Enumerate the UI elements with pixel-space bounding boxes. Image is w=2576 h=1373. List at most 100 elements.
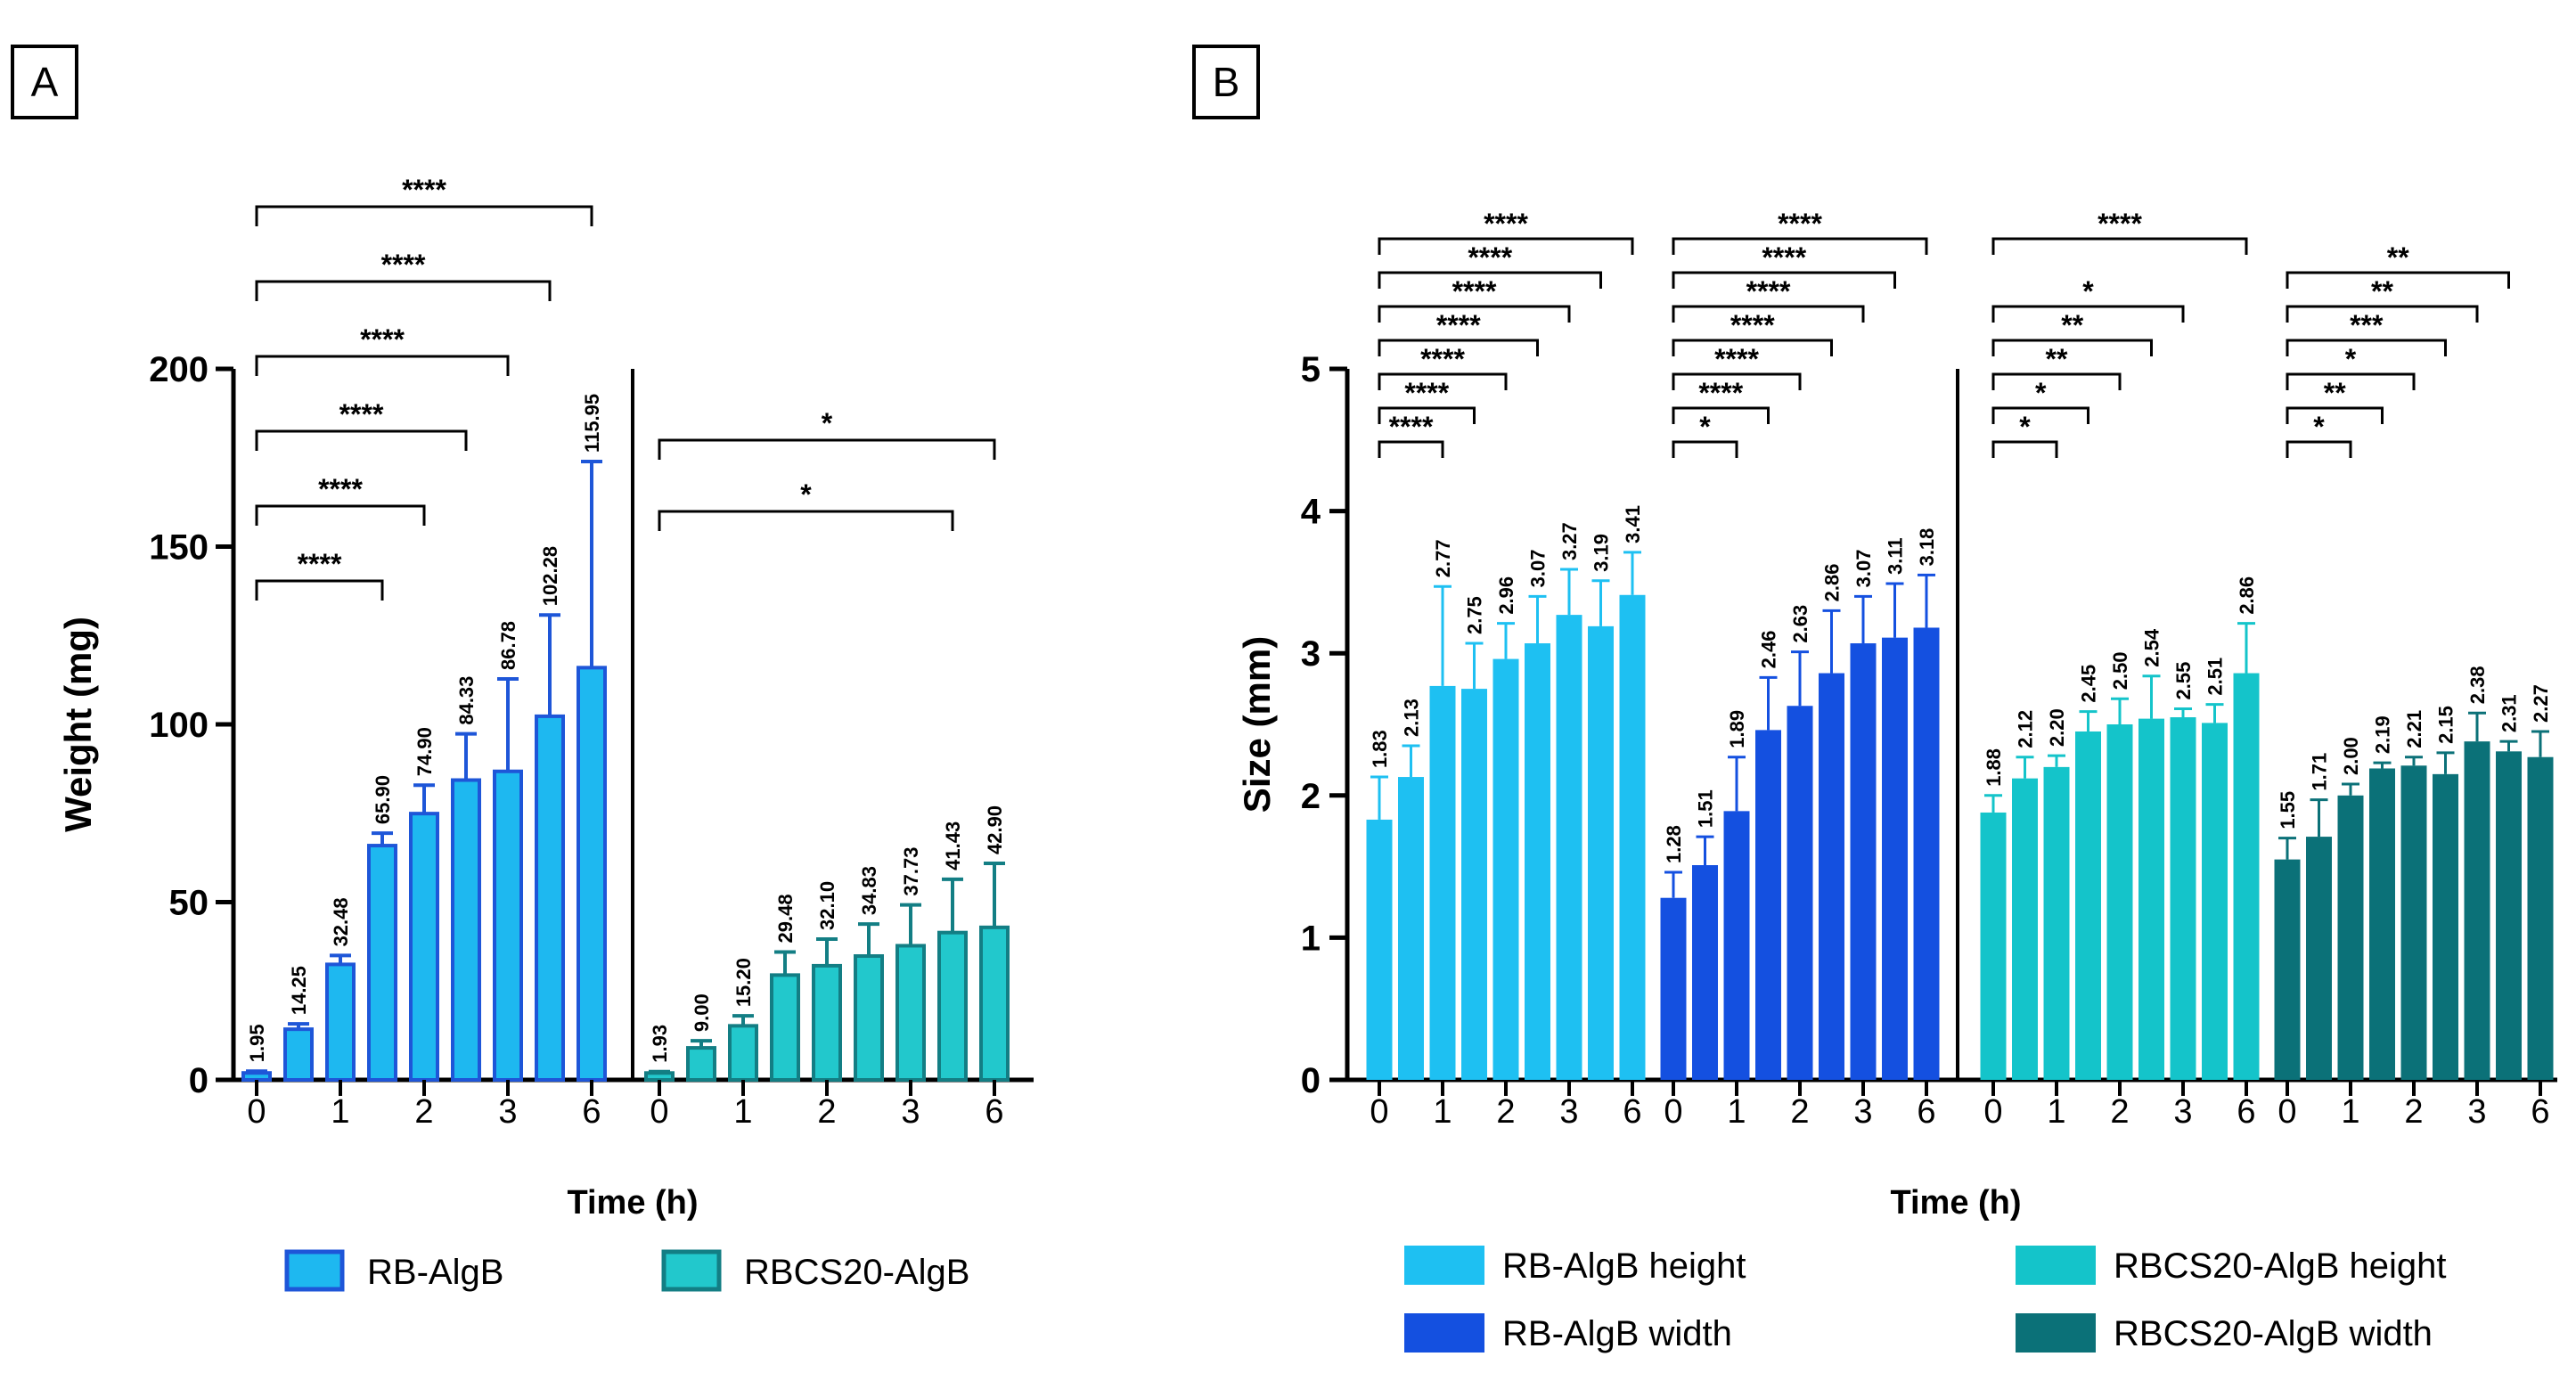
bar bbox=[1619, 594, 1646, 1080]
x-tick-label: 6 bbox=[985, 1093, 1003, 1131]
x-tick-label: 2 bbox=[2404, 1093, 2423, 1131]
significance-label: **** bbox=[2098, 208, 2142, 240]
bar bbox=[1525, 643, 1550, 1080]
significance-bracket bbox=[1378, 271, 1602, 289]
y-tick-label: 150 bbox=[149, 528, 209, 568]
data-label: 1.71 bbox=[2309, 753, 2331, 791]
x-tick-label: 6 bbox=[2531, 1093, 2549, 1131]
data-label: 2.63 bbox=[1789, 605, 1811, 643]
legend-swatch bbox=[2016, 1313, 2096, 1353]
bar bbox=[1723, 811, 1750, 1080]
data-label: 1.88 bbox=[1983, 748, 2005, 787]
significance-bracket bbox=[1378, 440, 1444, 458]
data-label: 2.00 bbox=[2340, 737, 2362, 775]
data-label: 14.25 bbox=[288, 966, 310, 1015]
y-tick-label: 50 bbox=[169, 884, 209, 923]
significance-label: * bbox=[2313, 411, 2325, 443]
significance-label: * bbox=[1699, 411, 1711, 443]
significance-label: **** bbox=[1404, 377, 1449, 409]
y-axis-title: Size (mm) bbox=[1236, 636, 1278, 813]
legend-label: RBCS20-AlgB bbox=[744, 1253, 969, 1292]
bar bbox=[493, 769, 523, 1082]
x-axis-title: Time (h) bbox=[1890, 1184, 2021, 1222]
significance-bracket bbox=[255, 504, 426, 526]
data-label: 2.38 bbox=[2466, 666, 2489, 704]
bar bbox=[937, 930, 968, 1083]
significance-label: **** bbox=[298, 548, 342, 580]
x-tick-label: 2 bbox=[817, 1093, 836, 1131]
data-label: 41.43 bbox=[942, 821, 964, 870]
x-tick-label: 0 bbox=[1370, 1093, 1388, 1131]
bar bbox=[979, 925, 1010, 1082]
data-label: 3.07 bbox=[1527, 550, 1550, 588]
y-tick-label: 200 bbox=[149, 350, 209, 389]
bar bbox=[1980, 812, 2007, 1080]
x-tick-label: 6 bbox=[1917, 1093, 1935, 1131]
legend-label: RBCS20-AlgB width bbox=[2114, 1314, 2433, 1353]
bar bbox=[1366, 819, 1393, 1080]
significance-bracket bbox=[1672, 406, 1770, 424]
bar bbox=[1819, 673, 1844, 1080]
x-tick-label: 3 bbox=[1853, 1093, 1872, 1131]
significance-label: * bbox=[822, 407, 833, 439]
data-label: 2.54 bbox=[2141, 628, 2163, 667]
x-tick-label: 3 bbox=[2173, 1093, 2192, 1131]
bar bbox=[2496, 751, 2522, 1080]
x-axis-title: Time (h) bbox=[567, 1184, 698, 1222]
data-label: 115.95 bbox=[581, 394, 603, 453]
data-label: 65.90 bbox=[372, 775, 394, 824]
x-tick-label: 2 bbox=[2110, 1093, 2129, 1131]
significance-bracket bbox=[255, 429, 468, 451]
x-tick-label: 0 bbox=[1983, 1093, 2002, 1131]
significance-label: **** bbox=[402, 174, 446, 206]
data-label: 2.20 bbox=[2046, 708, 2068, 747]
x-tick-label: 6 bbox=[2237, 1093, 2255, 1131]
data-label: 2.15 bbox=[2435, 706, 2457, 744]
data-label: 3.27 bbox=[1558, 522, 1581, 560]
x-tick-label: 1 bbox=[331, 1093, 349, 1131]
significance-label: ** bbox=[2371, 275, 2393, 307]
bar bbox=[2233, 673, 2260, 1080]
data-label: 2.50 bbox=[2109, 651, 2131, 690]
data-label: 3.11 bbox=[1885, 537, 1907, 575]
bar bbox=[1429, 685, 1456, 1080]
data-label: 2.86 bbox=[2236, 576, 2258, 615]
y-tick-label: 0 bbox=[189, 1061, 209, 1100]
significance-bracket bbox=[1672, 339, 1833, 356]
significance-label: **** bbox=[339, 398, 384, 430]
x-tick-label: 6 bbox=[582, 1093, 601, 1131]
significance-label: ** bbox=[2387, 241, 2409, 274]
y-tick-label: 0 bbox=[1301, 1061, 1321, 1100]
bar bbox=[895, 944, 926, 1082]
significance-bracket bbox=[1378, 406, 1476, 424]
panel-b-letter: B bbox=[1213, 59, 1240, 105]
legend-swatch bbox=[1404, 1246, 1484, 1285]
bar bbox=[1787, 706, 1813, 1080]
data-label: 74.90 bbox=[413, 727, 436, 776]
significance-bracket bbox=[2286, 305, 2479, 323]
bar bbox=[283, 1027, 314, 1082]
data-label: 2.19 bbox=[2372, 715, 2394, 754]
bar bbox=[2306, 837, 2332, 1080]
significance-bracket bbox=[255, 205, 593, 226]
bar bbox=[2464, 741, 2490, 1080]
data-label: 3.18 bbox=[1916, 528, 1938, 567]
y-axis-title: Weight (mg) bbox=[57, 617, 99, 832]
data-label: 2.21 bbox=[2403, 710, 2425, 748]
significance-label: * bbox=[2345, 343, 2357, 375]
bar bbox=[2527, 756, 2554, 1080]
significance-bracket bbox=[2286, 440, 2352, 458]
data-label: 2.51 bbox=[2204, 658, 2227, 696]
data-label: 9.00 bbox=[691, 993, 713, 1032]
significance-bracket bbox=[1672, 440, 1738, 458]
data-label: 2.13 bbox=[1401, 699, 1423, 737]
significance-bracket bbox=[658, 438, 996, 460]
significance-bracket bbox=[2286, 406, 2384, 424]
bar bbox=[2170, 717, 2196, 1080]
legend-swatch bbox=[2016, 1246, 2096, 1285]
bar bbox=[1398, 777, 1424, 1080]
bar bbox=[2106, 724, 2133, 1080]
x-tick-label: 1 bbox=[2341, 1093, 2359, 1131]
bar bbox=[451, 778, 481, 1083]
significance-label: **** bbox=[1484, 208, 1528, 240]
